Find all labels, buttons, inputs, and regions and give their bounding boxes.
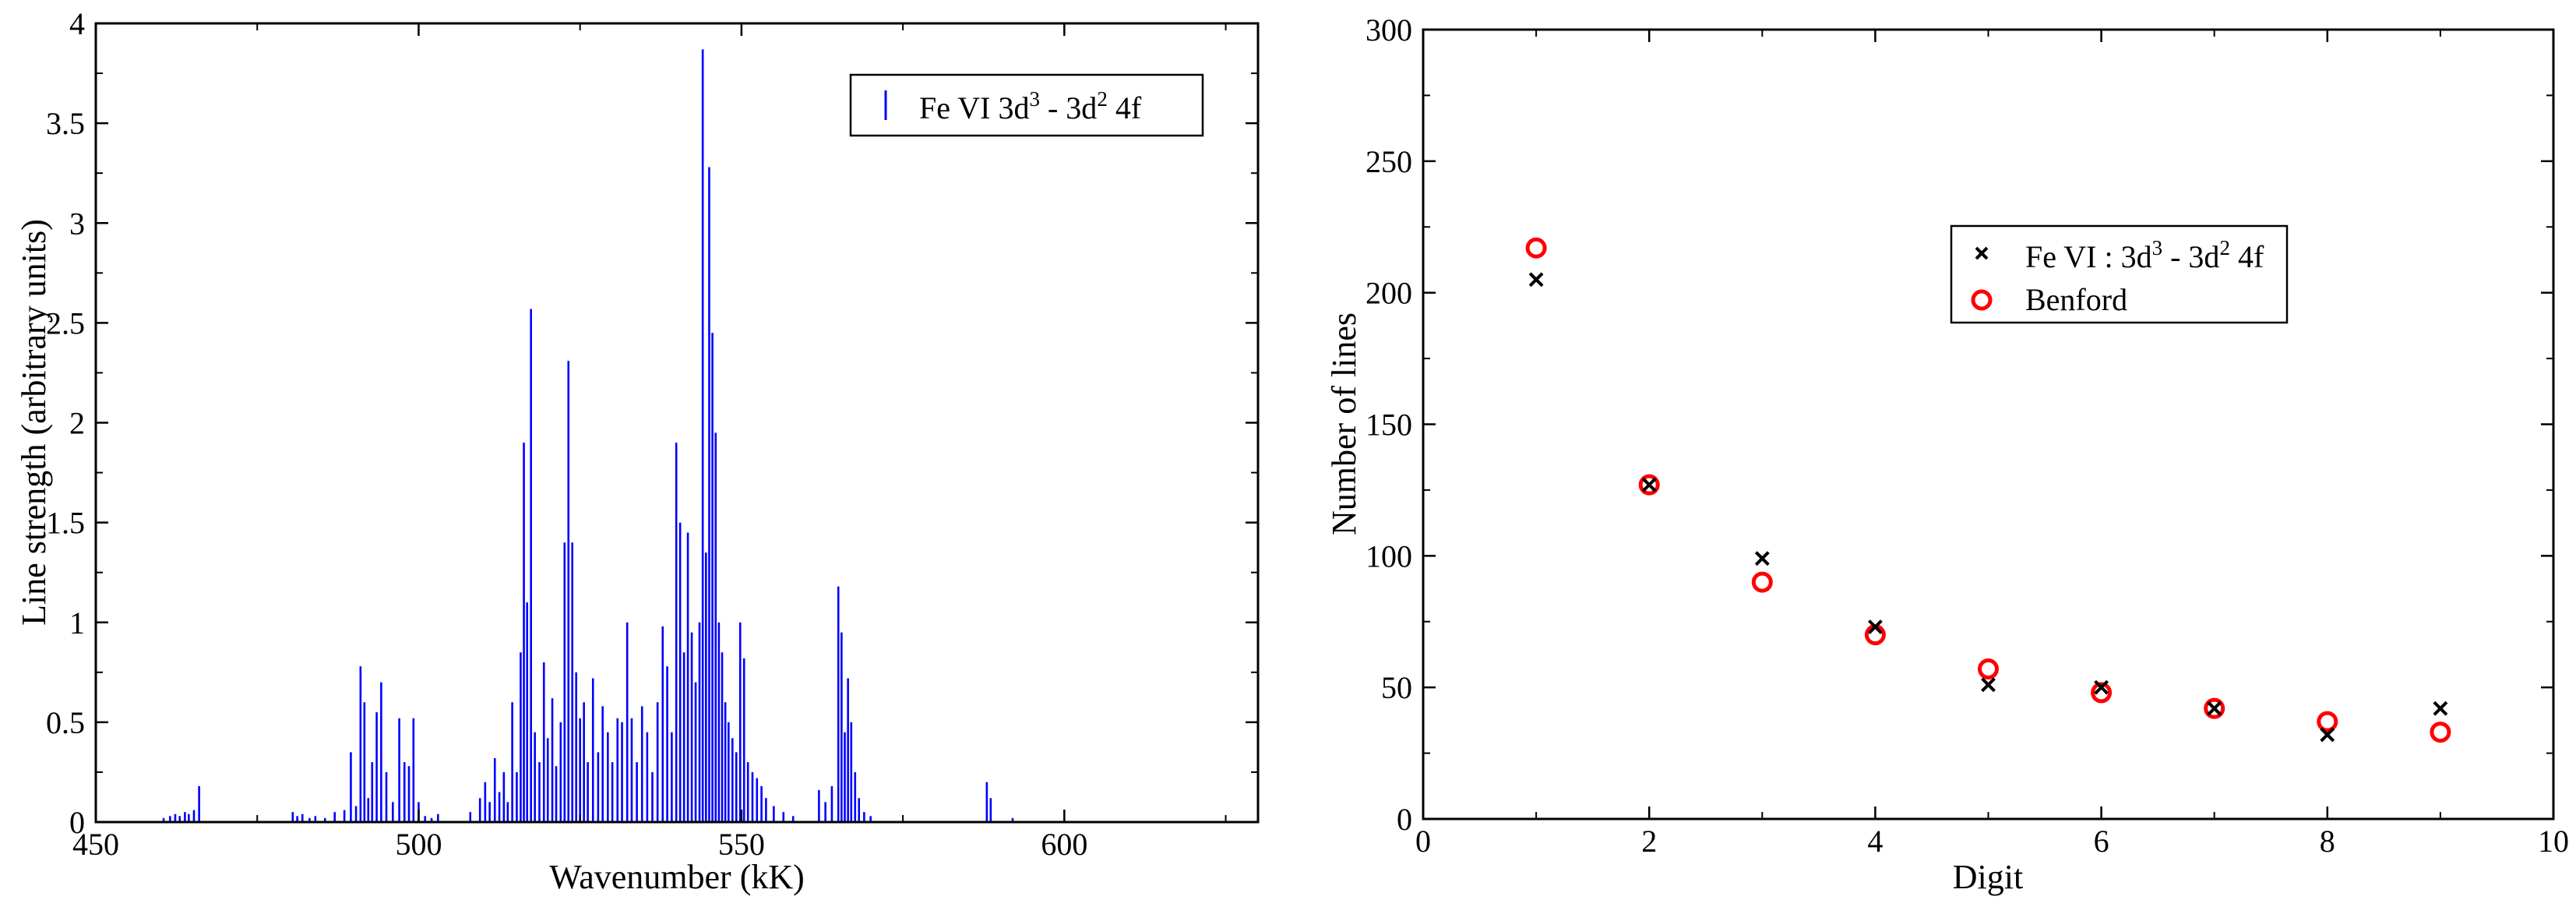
right-x-tick-label: 8 — [2320, 824, 2335, 859]
fe-vi-point — [1754, 551, 1770, 566]
right-y-tick-label: 200 — [1366, 276, 1412, 311]
benford-point — [2204, 697, 2225, 719]
benford-point — [2430, 722, 2451, 743]
benford-point — [1751, 571, 1773, 593]
right-legend-fe-base: Fe VI : 3d — [2025, 239, 2152, 274]
fe-vi-point — [2433, 701, 2448, 716]
left-y-tick-label: 0.5 — [46, 705, 85, 740]
right-x-tick-label: 10 — [2538, 824, 2569, 859]
left-y-tick-label: 3.5 — [46, 106, 85, 141]
left-x-tick-label: 450 — [72, 827, 119, 862]
left-legend: Fe VI 3d3 - 3d2 4f — [849, 73, 1204, 137]
left-legend-sup2: 2 — [1097, 87, 1108, 111]
right-legend-box — [1950, 224, 2289, 324]
left-legend-sup1: 3 — [1029, 87, 1040, 111]
right-y-tick-label: 150 — [1366, 408, 1412, 443]
left-legend-mid: - 3d — [1040, 90, 1097, 125]
right-x-axis-title: Digit — [1953, 858, 2023, 896]
fe-vi-point — [1867, 619, 1883, 634]
left-axis-ticks: 450 500 550 600 0 0.5 1 1.5 2 2.5 3 3.5 4 — [46, 6, 1258, 862]
right-x-tick-label: 4 — [1867, 824, 1883, 859]
left-legend-base: Fe VI 3d — [919, 90, 1029, 125]
benford-point — [1978, 658, 1999, 680]
left-y-tick-label: 1.5 — [46, 506, 85, 541]
fe-vi-point — [1641, 477, 1657, 492]
right-x-tick-label: 0 — [1415, 824, 1431, 859]
left-y-tick-label: 1 — [69, 605, 85, 641]
right-y-tick-label: 250 — [1366, 144, 1412, 179]
benford-point — [2317, 711, 2338, 732]
left-y-tick-label: 2.5 — [46, 305, 85, 341]
fe-vi-point — [1528, 272, 1544, 288]
benford-point — [1525, 237, 1547, 259]
left-legend-label: Fe VI 3d3 - 3d2 4f — [919, 87, 1142, 125]
left-y-tick-label: 0 — [69, 805, 85, 840]
right-x-tick-label: 6 — [2094, 824, 2109, 859]
right-legend-fe-mid: - 3d — [2162, 239, 2219, 274]
line-strength-chart: 450 500 550 600 0 0.5 1 1.5 2 2.5 3 3.5 4 Wavenumber… — [15, 6, 1260, 896]
right-legend-circle-sample — [1971, 289, 1993, 311]
left-x-axis-title: Wavenumber (kK) — [549, 858, 805, 896]
right-y-tick-label: 50 — [1381, 670, 1412, 705]
right-legend: Fe VI : 3d3 - 3d2 4f Benford — [1950, 224, 2289, 324]
benford-point — [2091, 682, 2113, 704]
right-legend-fe-sup2: 2 — [2219, 236, 2230, 259]
right-plot-frame — [1422, 28, 2555, 821]
left-y-tick-label: 2 — [69, 406, 85, 441]
right-legend-fe-sup1: 3 — [2152, 236, 2163, 259]
right-legend-fe-tail: 4f — [2230, 239, 2264, 274]
right-x-tick-label: 2 — [1641, 824, 1657, 859]
fe-vi-point — [2320, 727, 2335, 743]
fe-vi-point — [1981, 677, 1996, 693]
right-y-tick-label: 0 — [1397, 802, 1412, 837]
right-y-tick-label: 100 — [1366, 538, 1412, 573]
left-x-tick-label: 500 — [395, 827, 442, 862]
fe-vi-point — [2207, 701, 2222, 716]
left-legend-tail: 4f — [1108, 90, 1142, 125]
left-x-tick-label: 550 — [718, 827, 765, 862]
right-legend-benford-label: Benford — [2025, 282, 2127, 317]
left-y-axis-title: Line strength (arbitrary units) — [15, 219, 53, 626]
benford-point — [1638, 474, 1660, 496]
scatter-points — [1525, 237, 2451, 743]
right-legend-cross-sample — [1975, 246, 1989, 260]
left-x-tick-label: 600 — [1041, 827, 1087, 862]
spectral-lines — [162, 49, 1014, 822]
right-legend-fe-label: Fe VI : 3d3 - 3d2 4f — [2025, 236, 2264, 274]
left-legend-box — [849, 73, 1204, 137]
left-y-tick-label: 4 — [69, 6, 85, 41]
left-y-tick-label: 3 — [69, 206, 85, 241]
right-y-axis-title: Number of lines — [1325, 312, 1363, 535]
right-y-tick-label: 300 — [1366, 12, 1412, 48]
fe-vi-point — [2094, 679, 2109, 695]
